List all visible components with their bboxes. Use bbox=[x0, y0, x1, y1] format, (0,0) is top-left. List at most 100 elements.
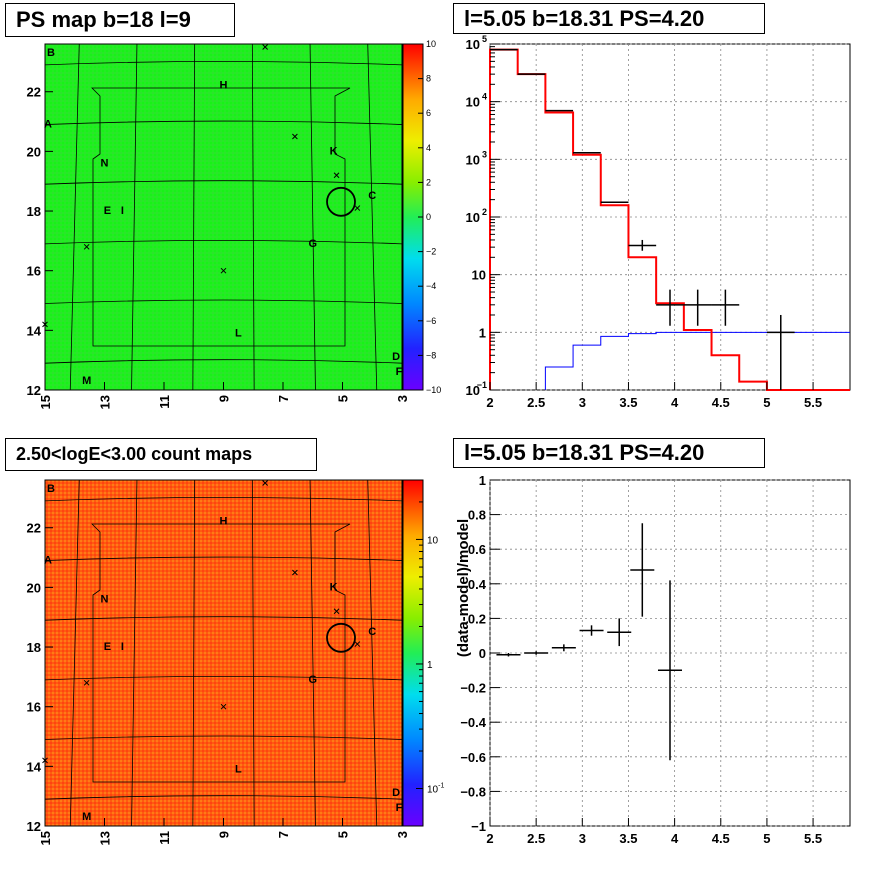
x-tick-label: 13 bbox=[98, 395, 113, 409]
y-tick-label: 12 bbox=[27, 819, 41, 834]
meridian-line bbox=[131, 43, 138, 391]
spectrum-title: l=5.05 b=18.31 PS=4.20 bbox=[453, 3, 765, 34]
catalog-cross-marker bbox=[83, 243, 90, 250]
parallel-line bbox=[44, 359, 403, 364]
source-label-i: I bbox=[121, 641, 124, 653]
y-tick-label: 0.4 bbox=[468, 577, 487, 592]
x-tick-label: 2 bbox=[486, 395, 493, 410]
source-label-e: E bbox=[104, 641, 111, 653]
source-label-i: I bbox=[121, 205, 124, 217]
source-label-m: M bbox=[82, 811, 91, 823]
catalog-cross-marker bbox=[42, 321, 48, 328]
source-label-n: N bbox=[101, 157, 109, 169]
y-tick-label: 18 bbox=[27, 204, 41, 219]
y-tick-label: 0.6 bbox=[468, 542, 486, 557]
x-tick-label: 2 bbox=[486, 831, 493, 846]
source-label-l: L bbox=[235, 327, 242, 339]
y-tick-label: 14 bbox=[27, 759, 42, 774]
x-tick-label: 4 bbox=[671, 831, 679, 846]
parallel-line bbox=[44, 120, 403, 125]
colorbar-tick-label: −4 bbox=[426, 281, 436, 291]
y-tick-label: 10 bbox=[466, 95, 480, 110]
catalog-cross-marker bbox=[333, 172, 340, 179]
y-tick-exponent: 4 bbox=[482, 92, 487, 102]
x-tick-label: 5.5 bbox=[804, 831, 822, 846]
x-tick-label: 3 bbox=[395, 395, 410, 402]
ps-map-markers: B H A K N C E I G L DF M bbox=[42, 44, 403, 387]
meridian-line bbox=[309, 43, 316, 391]
y-tick-label: −0.2 bbox=[460, 681, 486, 696]
catalog-cross-marker bbox=[262, 480, 269, 486]
spectrum-x-ticks: 2 2.5 3 3.5 4 4.5 5 5.5 bbox=[486, 382, 822, 410]
meridian-line bbox=[131, 479, 138, 827]
source-label-b: B bbox=[47, 47, 55, 59]
x-tick-label: 2.5 bbox=[527, 395, 545, 410]
y-tick-label: 10 bbox=[466, 383, 480, 398]
parallel-line bbox=[44, 616, 403, 621]
y-tick-label: 10 bbox=[466, 152, 480, 167]
meridian-line bbox=[367, 43, 378, 391]
source-label-e: E bbox=[104, 205, 111, 217]
parallel-line bbox=[44, 556, 403, 561]
x-tick-label: 11 bbox=[157, 831, 172, 845]
y-tick-label: −1 bbox=[471, 819, 486, 834]
source-circle-marker bbox=[326, 622, 356, 653]
y-tick-label: 10 bbox=[466, 37, 480, 52]
residual-y-axis-label: (data-model)/model bbox=[455, 519, 472, 657]
y-tick-label: −0.4 bbox=[460, 715, 486, 730]
y-tick-label: 22 bbox=[27, 85, 41, 100]
catalog-cross-marker bbox=[354, 205, 361, 211]
source-label-k: K bbox=[330, 581, 338, 593]
parallel-line bbox=[44, 497, 403, 502]
x-tick-label: 3.5 bbox=[619, 831, 637, 846]
x-tick-label: 3 bbox=[395, 831, 410, 838]
parallel-line bbox=[44, 299, 403, 304]
colorbar-tick-label: 1 bbox=[427, 660, 433, 671]
source-label-g: G bbox=[308, 238, 317, 250]
y-tick-label: 0 bbox=[479, 646, 486, 661]
count-map-image bbox=[44, 479, 403, 827]
x-tick-label: 4 bbox=[671, 395, 679, 410]
catalog-cross-marker bbox=[292, 569, 298, 576]
x-tick-label: 15 bbox=[38, 395, 53, 409]
x-tick-label: 3 bbox=[579, 831, 586, 846]
meridian-line bbox=[251, 479, 255, 827]
colorbar-tick-label: 10 bbox=[426, 39, 436, 49]
colorbar-tick-label: 10 bbox=[427, 535, 439, 546]
residual-y-ticks: 1 0.8 0.6 0.4 0.2 0 −0.2 −0.4 −0.6 −0.8 −1 bbox=[460, 473, 500, 834]
catalog-cross-marker bbox=[262, 44, 269, 50]
catalog-cross-marker bbox=[83, 679, 90, 686]
colorbar-tick-label: 6 bbox=[426, 108, 431, 118]
catalog-cross-marker bbox=[220, 703, 227, 710]
y-tick-label: 20 bbox=[27, 144, 41, 159]
colorbar-tick-label: 2 bbox=[426, 177, 431, 187]
meridian-line bbox=[69, 43, 80, 391]
x-tick-label: 2.5 bbox=[527, 831, 545, 846]
y-tick-label: −0.8 bbox=[460, 784, 486, 799]
source-label-d: D bbox=[392, 787, 400, 799]
y-tick-exponent: 5 bbox=[482, 34, 487, 44]
source-circle-marker bbox=[326, 186, 356, 217]
y-tick-label: 22 bbox=[27, 521, 41, 536]
catalog-cross-marker bbox=[292, 133, 298, 140]
x-tick-label: 7 bbox=[276, 831, 291, 838]
y-tick-label: 0.2 bbox=[468, 611, 486, 626]
source-label-f: F bbox=[396, 366, 403, 378]
ps-map-colorbar-ticks: 10 8 6 4 2 0 −2 −4 −6 −8 −10 bbox=[418, 39, 441, 395]
source-label-k: K bbox=[330, 145, 338, 157]
colorbar-tick-exponent: -1 bbox=[438, 783, 444, 790]
colorbar-tick-label: 0 bbox=[426, 212, 431, 222]
source-label-m: M bbox=[82, 375, 91, 387]
y-tick-label: 10 bbox=[466, 210, 480, 225]
y-tick-exponent: 2 bbox=[482, 207, 487, 217]
colorbar-tick-label: −8 bbox=[426, 350, 436, 360]
meridian-line bbox=[192, 43, 196, 391]
y-tick-label: 20 bbox=[27, 580, 41, 595]
count-map-title: 2.50<logE<3.00 count maps bbox=[5, 438, 317, 471]
parallel-line bbox=[44, 61, 403, 66]
y-tick-label: 1 bbox=[479, 473, 486, 488]
source-label-d: D bbox=[392, 351, 400, 363]
catalog-cross-marker bbox=[354, 641, 361, 647]
